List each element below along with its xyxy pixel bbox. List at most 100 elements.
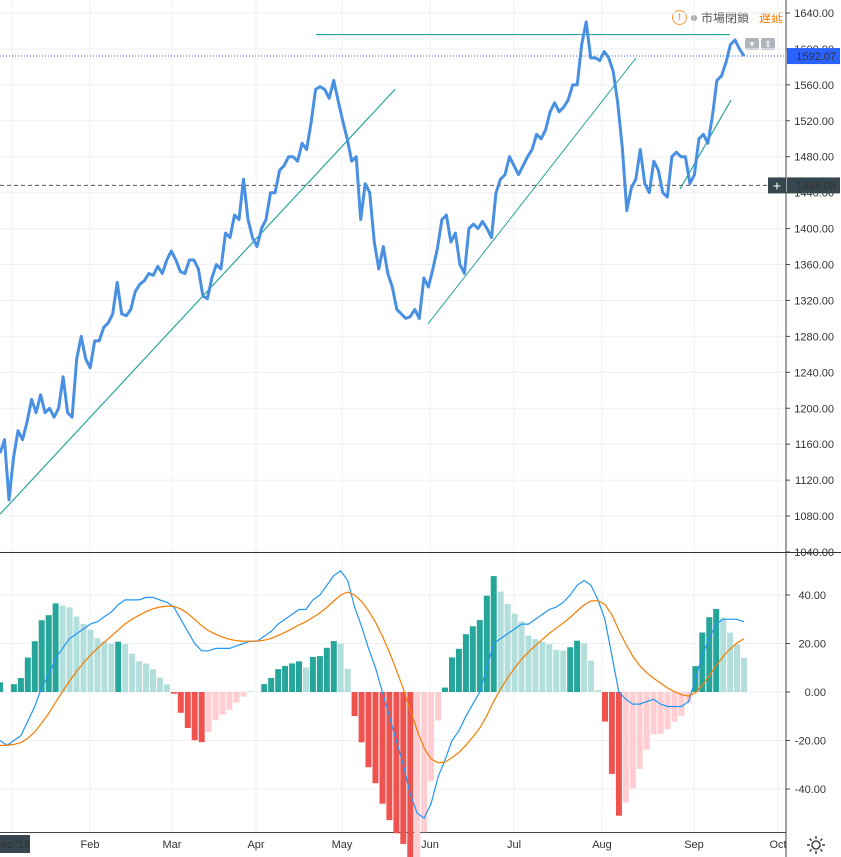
macd-histogram-bar (553, 649, 560, 692)
macd-histogram-bar (268, 677, 275, 692)
macd-histogram-bar (622, 692, 629, 803)
gear-icon[interactable] (806, 835, 826, 855)
price-axis-tick-label: 1640.00 (794, 8, 834, 20)
macd-histogram-bar (469, 626, 476, 692)
macd-histogram-bar (282, 665, 289, 692)
macd-histogram-bar (727, 632, 734, 692)
macd-histogram-bar (191, 692, 198, 741)
collapse-pane-button[interactable]: ▾ (745, 38, 759, 50)
macd-histogram-bar (685, 692, 692, 704)
macd-histogram-bar (386, 692, 393, 821)
price-axis-tick-label: 1360.00 (794, 260, 834, 272)
macd-histogram-bar (184, 692, 191, 728)
macd-histogram-bar (309, 656, 316, 692)
last-price-badge: 1592.07 (787, 48, 840, 65)
macd-histogram-bar (150, 669, 156, 692)
macd-histogram-bar (10, 684, 17, 692)
macd-axis-labels: -40.00 -20.00 0.00 20.00 40.00 (786, 590, 826, 796)
macd-histogram-bar (407, 692, 414, 857)
macd-histogram-bar (156, 677, 163, 692)
macd-histogram-bar (546, 644, 553, 692)
macd-histogram-bar (275, 669, 282, 692)
macd-axis-tick-label: -40.00 (795, 784, 826, 796)
macd-histogram-bar (351, 692, 358, 717)
macd-histogram-bar (177, 692, 184, 713)
macd-histogram-bar (323, 647, 330, 692)
macd-histogram-bar (636, 692, 643, 769)
time-axis-tick-label: Jul (507, 839, 521, 851)
price-axis-tick-label: 1080.00 (794, 511, 834, 523)
price-axis-tick-label: 1480.00 (794, 152, 834, 164)
trendlines (0, 33, 732, 515)
macd-histogram-bar (115, 641, 122, 692)
macd-histogram-bar (629, 692, 636, 789)
crosshair-add-button-bg (768, 177, 786, 194)
macd-histogram-bar (122, 644, 129, 692)
delay-label[interactable]: 遅延 (759, 11, 784, 25)
macd-axis-tick-label: 20.00 (798, 639, 826, 651)
macd-histogram-bar (449, 657, 455, 692)
macd-histogram-bar (428, 692, 435, 781)
macd-histogram-bar (240, 692, 247, 697)
last-price-badge-label: 1592.07 (796, 51, 836, 63)
macd-histogram-bar (73, 616, 80, 692)
time-axis-tick-label: Apr (247, 839, 264, 851)
macd-histogram-bar (442, 687, 448, 692)
price-axis-tick-label: 1200.00 (794, 403, 834, 415)
macd-histogram-bar (24, 657, 31, 692)
macd-histogram-bar (80, 623, 87, 692)
crosshair-price-badge: +1448.06 (768, 177, 840, 194)
macd-histogram-bar (518, 621, 525, 692)
macd-histogram-bar (66, 607, 73, 692)
macd-histogram-bar (31, 641, 38, 692)
maximize-pane-button[interactable]: ⇕ (761, 38, 775, 50)
macd-histogram-bar (358, 692, 365, 743)
macd-histogram-bar (462, 634, 469, 692)
macd-histogram-bar (504, 603, 511, 692)
crosshair-price-badge-label: 1448.06 (796, 180, 836, 192)
price-axis-tick-label: 1160.00 (795, 439, 834, 451)
macd-histogram-bar (650, 692, 657, 735)
macd-histogram-bar (198, 692, 205, 743)
macd-axis-tick-label: -20.00 (795, 736, 826, 748)
macd-histogram-bar (136, 661, 143, 692)
price-axis-tick-label: 1040.00 (794, 547, 834, 559)
price-series-line (0, 20, 746, 502)
macd-histogram-bar (497, 591, 504, 692)
macd-histogram-bar (129, 653, 136, 692)
macd-histogram-bar (588, 660, 595, 692)
macd-histogram-bar (365, 692, 372, 768)
macd-histogram-bar (17, 678, 24, 692)
time-axis-current-label-bg (0, 835, 30, 853)
macd-histogram-bar (400, 692, 407, 844)
macd-histogram-bar (490, 576, 497, 692)
macd-histogram-bar (205, 692, 212, 733)
macd-histogram-bar (393, 692, 400, 834)
macd-histogram-bar (0, 682, 3, 692)
macd-histogram-bar (414, 692, 421, 857)
macd-histogram-bar (143, 663, 149, 692)
macd-histogram-bar (296, 661, 302, 692)
macd-histogram-bar (525, 635, 532, 692)
macd-histogram-bar (643, 692, 650, 750)
exclamation-circle-icon[interactable]: ! (672, 10, 687, 25)
macd-histogram-bar (101, 641, 108, 692)
macd-histogram-bar (337, 643, 344, 692)
macd-histogram-bar (455, 648, 462, 692)
macd-histogram-bar (483, 595, 490, 692)
macd-histogram-bar (476, 620, 483, 692)
price-axis-tick-label: 1320.00 (794, 295, 834, 307)
price-axis-tick-label: 1560.00 (794, 80, 834, 92)
macd-histogram-bar (87, 629, 94, 692)
macd-histogram-bar (734, 644, 741, 692)
trendline-secondary-support (427, 57, 637, 325)
macd-histogram-bar (435, 692, 442, 721)
signal-line (0, 591, 745, 764)
macd-histogram-bar (595, 690, 601, 692)
price-axis-tick-label: 1240.00 (794, 367, 834, 379)
macd-histogram-bar (94, 638, 101, 692)
macd-histogram-bar (212, 692, 219, 721)
plus-icon[interactable]: + (773, 177, 781, 193)
macd-histogram-bar (421, 692, 428, 833)
